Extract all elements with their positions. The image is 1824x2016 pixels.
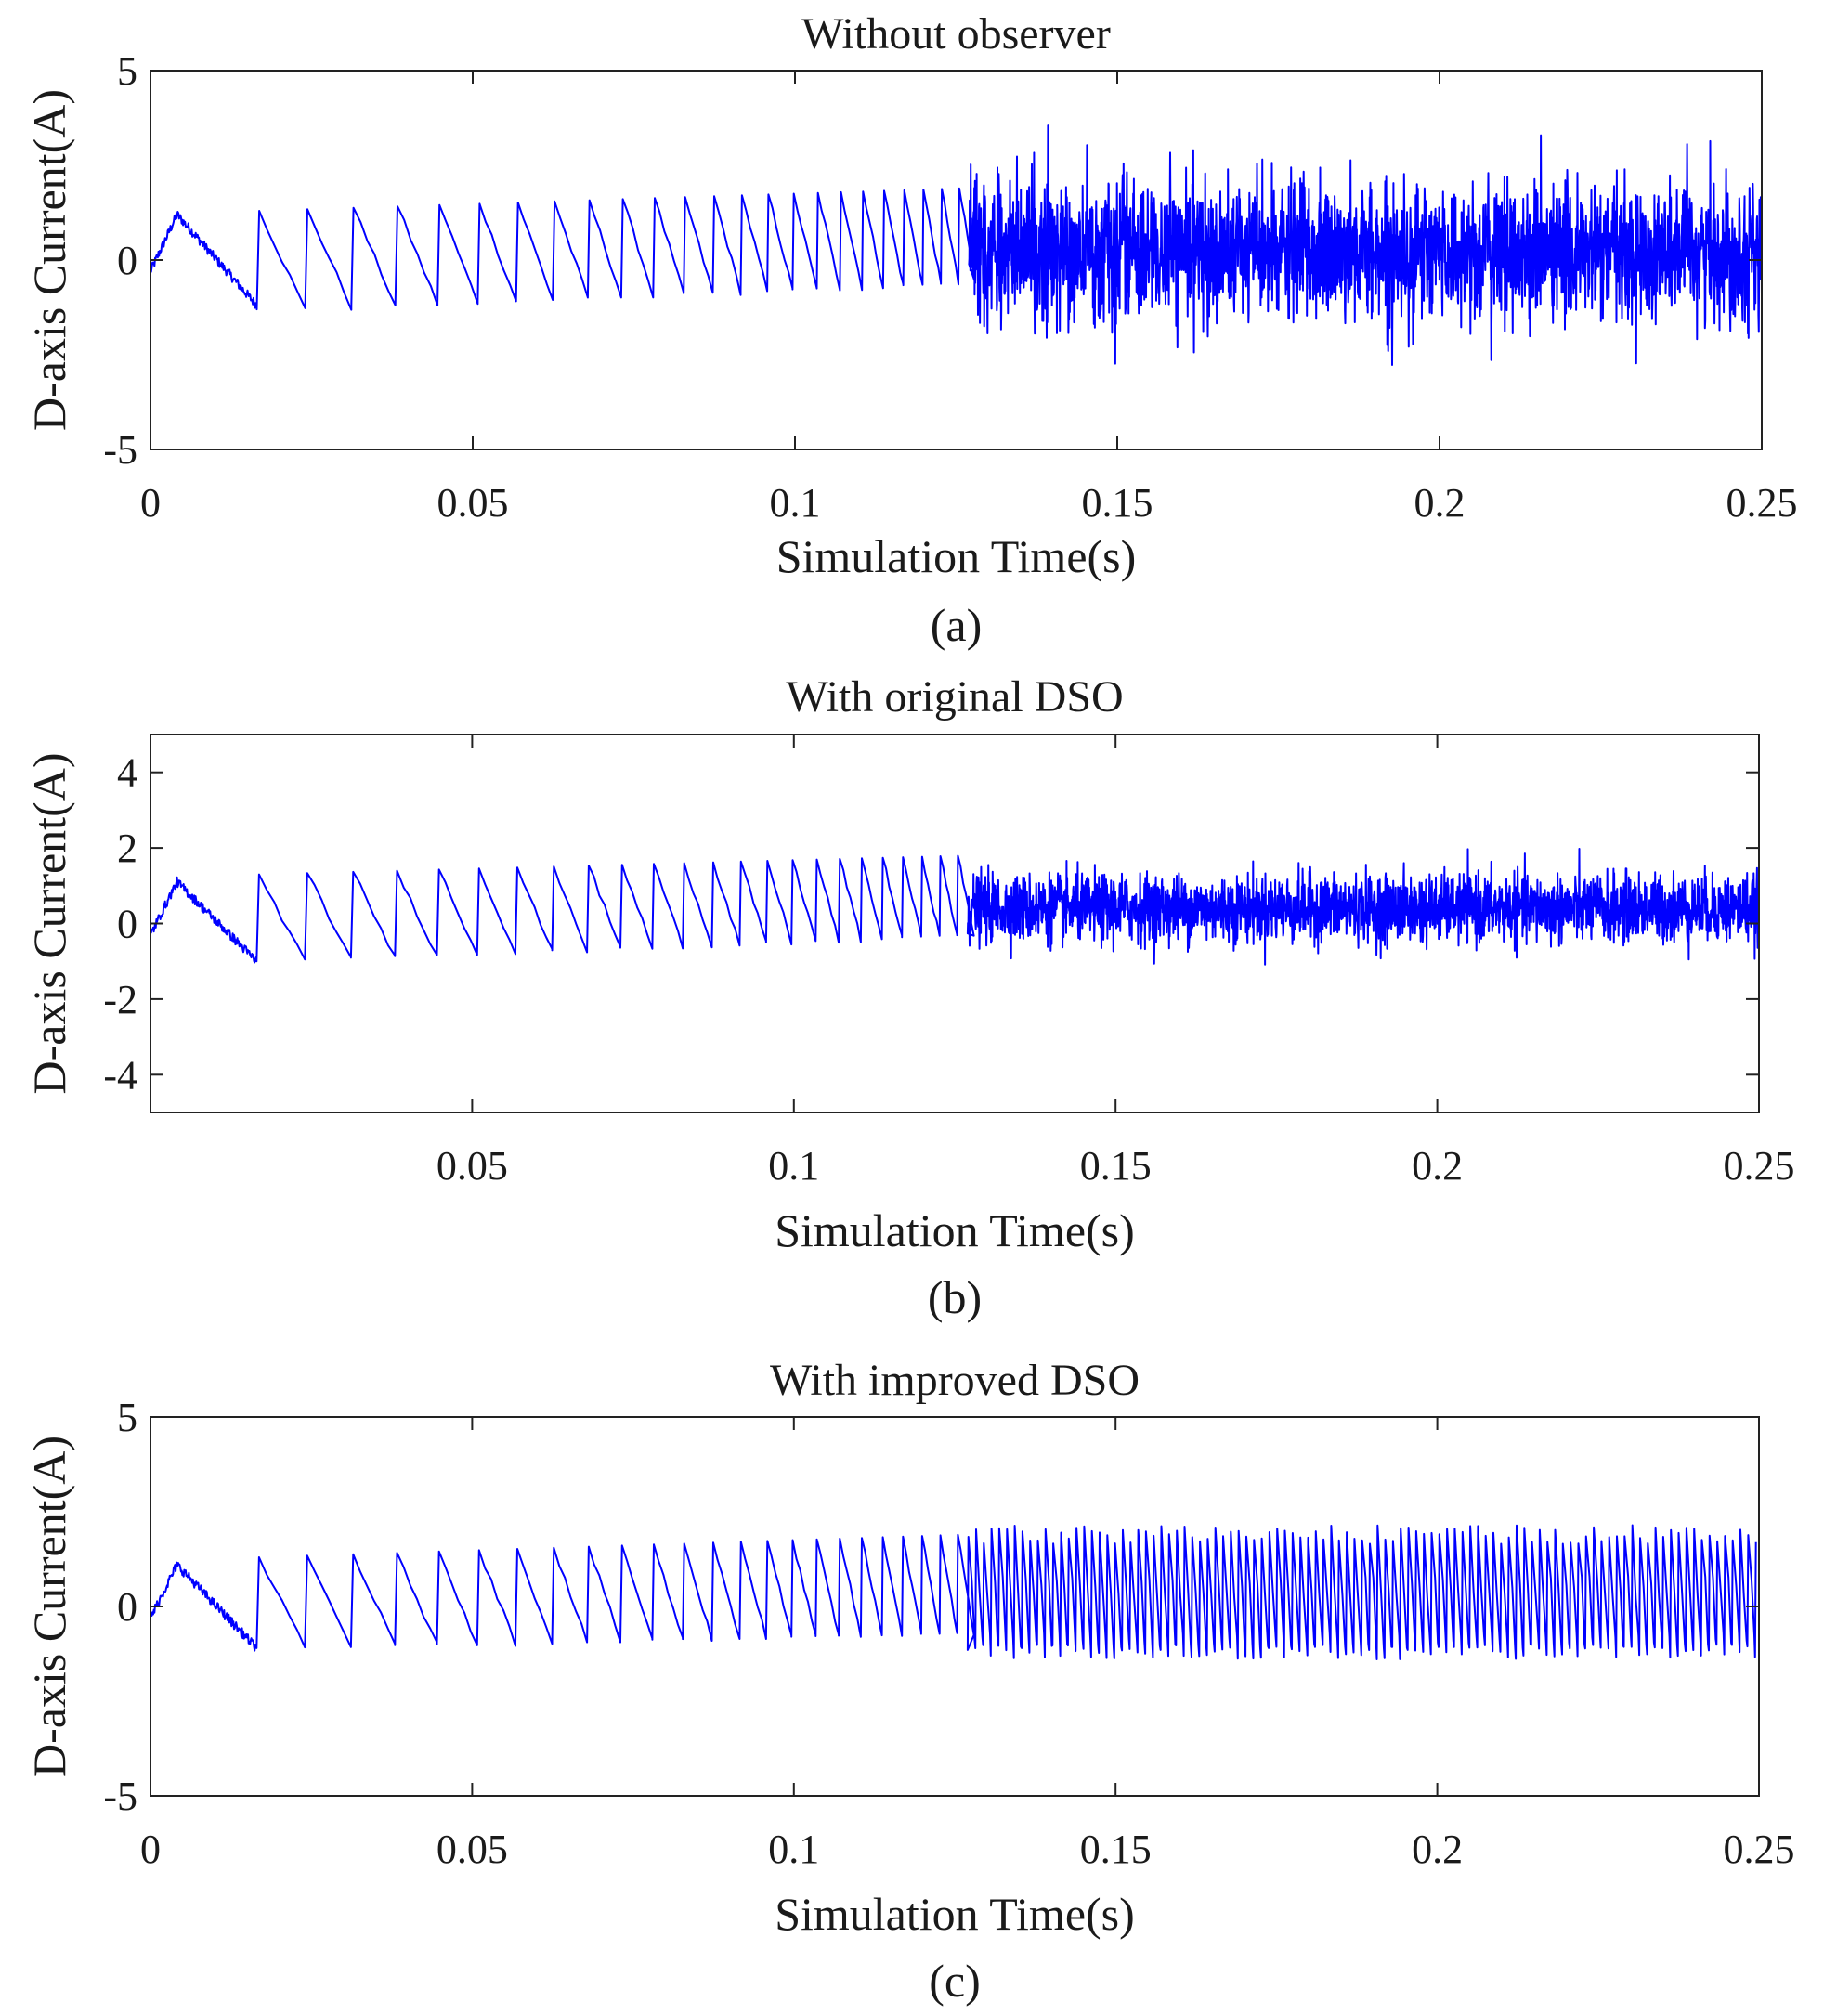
x-tick-label: 0 [140, 480, 161, 526]
y-tick-label: -5 [103, 427, 137, 473]
y-tick-label: 0 [117, 238, 137, 283]
chart-title: With original DSO [786, 672, 1123, 722]
x-tick-label: 0.2 [1412, 1827, 1463, 1872]
x-tick-label: 0.15 [1080, 1827, 1152, 1872]
y-tick-label: 4 [117, 750, 137, 796]
x-tick-label: 0.1 [768, 1143, 819, 1189]
x-tick-label: 0.25 [1724, 1827, 1795, 1872]
x-tick-label: 0.05 [436, 1143, 508, 1189]
y-tick-label: 0 [117, 902, 137, 947]
y-tick-label: -5 [103, 1774, 137, 1819]
y-tick-label: -4 [103, 1052, 137, 1098]
x-tick-label: 0.25 [1726, 480, 1798, 526]
y-axis-label: D-axis Current(A) [23, 753, 75, 1095]
y-axis-label: D-axis Current(A) [23, 1436, 75, 1777]
x-tick-label: 0.1 [768, 1827, 819, 1872]
x-tick-label: 0.15 [1082, 480, 1153, 526]
panel-caption: (b) [928, 1271, 982, 1323]
chart-title: Without observer [801, 9, 1111, 59]
x-tick-label: 0 [140, 1827, 161, 1872]
x-tick-label: 0.2 [1414, 480, 1466, 526]
x-tick-label: 0.05 [437, 480, 509, 526]
y-axis-label: D-axis Current(A) [23, 89, 75, 431]
x-tick-label: 0.2 [1412, 1143, 1463, 1189]
series-line [150, 124, 1763, 366]
x-tick-label: 0.1 [770, 480, 821, 526]
y-tick-label: 5 [117, 48, 137, 94]
y-tick-label: 2 [117, 826, 137, 871]
x-tick-label: 0.05 [436, 1827, 508, 1872]
chart-panel-2: With original DSO 0.05 0.1 0.15 0.2 0.25 -4 -2 0… [23, 672, 1795, 1323]
plot-frame [150, 1416, 1760, 1797]
chart-title: With improved DSO [770, 1356, 1140, 1405]
y-tick-label: 0 [117, 1584, 137, 1630]
series-line [150, 848, 1760, 966]
x-axis-label: Simulation Time(s) [775, 1204, 1135, 1256]
panel-caption: (c) [929, 1955, 981, 2007]
y-tick-label: -2 [103, 977, 137, 1022]
x-tick-label: 0.25 [1724, 1143, 1795, 1189]
y-tick-label: 5 [117, 1395, 137, 1440]
x-axis-label: Simulation Time(s) [776, 530, 1137, 582]
x-axis-label: Simulation Time(s) [775, 1888, 1135, 1940]
panel-caption: (a) [931, 599, 983, 651]
series-line [150, 1524, 1757, 1660]
x-tick-label: 0.15 [1080, 1143, 1152, 1189]
